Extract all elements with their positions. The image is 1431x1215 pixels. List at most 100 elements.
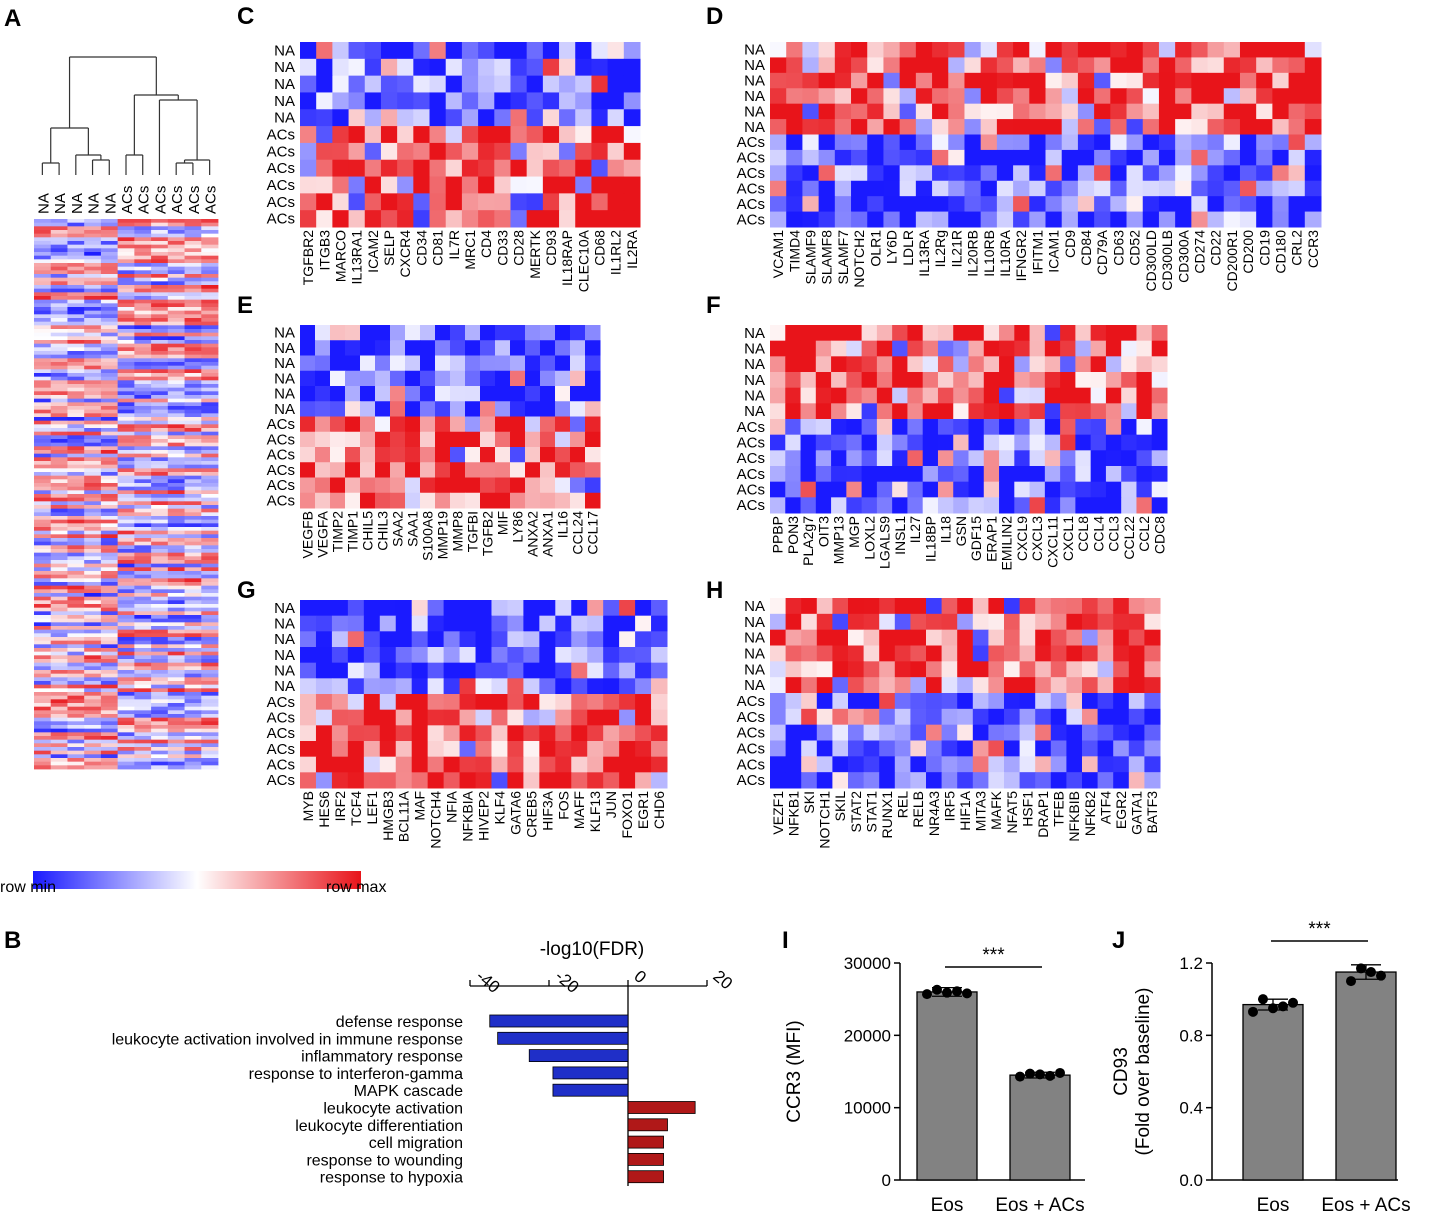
heatmap-cell [117,717,135,722]
heatmap-cell [411,709,429,726]
heatmap-cell [100,699,119,704]
heatmap-cell [953,372,969,389]
heatmap-cell [1090,356,1107,373]
heatmap-cell [134,582,152,587]
heatmap-cell [443,647,461,664]
heatmap-cell [201,347,219,352]
heatmap-cell [651,678,668,695]
heatmap-cell [348,210,366,228]
heatmap-cell [988,613,1005,631]
heatmap-cell [100,248,119,253]
heatmap-cell [167,721,185,726]
heatmap-cell [184,241,202,246]
heatmap-cell [948,57,965,74]
heatmap-cell [201,325,219,330]
heatmap-cell [151,593,169,598]
heatmap-cell [363,678,381,695]
heatmap-row-label: NA [274,647,295,664]
heatmap-cell [915,211,933,228]
heatmap-cell [800,387,817,404]
heatmap-row-label: NA [744,630,765,647]
heatmap-cell [907,372,924,389]
heatmap-cell [67,673,85,678]
heatmap-cell [915,149,933,166]
heatmap-cell [184,244,202,249]
heatmap-cell [67,563,85,568]
heatmap-cell [1066,772,1083,789]
heatmap-cell [84,648,102,653]
heatmap-cell [315,662,333,679]
heatmap-cell [510,325,526,341]
heatmap-row-label: NA [274,600,295,617]
heatmap-cell [134,538,152,543]
heatmap-cell [151,530,169,535]
heatmap-cell [167,263,185,268]
heatmap-cell [34,703,52,708]
heatmap-cell [67,512,85,517]
heatmap-cell [1304,134,1322,151]
heatmap-cell [201,677,219,682]
heatmap-cell [201,219,219,224]
heatmap-cell [167,402,185,407]
heatmap-row-label: ACs [267,757,295,774]
heatmap-cell [151,307,169,312]
heatmap-cell [507,756,524,773]
heatmap-cell [831,434,847,451]
heatmap-cell [420,370,436,387]
heatmap-cell [100,695,119,700]
heatmap-cell [34,648,52,653]
heatmap-cell [525,325,541,341]
heatmap-cell [67,384,85,389]
heatmap-cell [1075,434,1092,451]
panel-label-j: J [1112,927,1125,954]
heatmap-cell [84,494,102,499]
heatmap-cell [134,747,152,752]
heatmap-cell [1075,372,1092,389]
heatmap-cell [300,756,317,773]
heatmap-cell [184,285,202,290]
heatmap-cell [429,75,447,93]
heatmap-row-label: ACs [267,710,295,727]
heatmap-cell [201,673,219,678]
heatmap-cell [117,321,135,326]
heatmap-cell [184,706,202,711]
heatmap-cell [167,365,185,370]
heatmap-column-label: NFKBIB [1066,791,1082,842]
heatmap-cell [201,571,219,576]
heatmap-cell [300,662,317,679]
heatmap-cell [100,534,119,539]
heatmap-cell [635,647,652,664]
heatmap-column-label: CD9 [1062,230,1078,258]
heatmap-cell [117,527,135,532]
heatmap-cell [932,134,949,151]
heatmap-cell [201,248,219,253]
heatmap-cell [184,362,202,367]
heatmap-cell [1014,387,1031,404]
heatmap-cell [84,457,102,462]
heatmap-cell [910,598,927,615]
heatmap-cell [134,512,152,517]
heatmap-cell [100,486,119,491]
heatmap-cell [201,461,219,466]
heatmap-column-label: VEGFB [300,511,316,558]
heatmap-cell [67,226,85,231]
heatmap-cell [34,615,52,620]
heatmap-cell [1304,88,1322,105]
heatmap-cell [570,325,586,341]
heatmap-cell [1121,481,1137,498]
heatmap-cell [100,259,119,264]
heatmap-cell [555,401,571,417]
heatmap-cell [1105,403,1122,420]
heatmap-cell [201,714,219,719]
heatmap-cell [167,446,185,451]
heatmap-cell [34,233,52,238]
heatmap-cell [364,109,382,127]
heatmap-cell [413,126,431,144]
heatmap-cell [926,772,943,789]
heatmap-cell [1110,196,1128,213]
heatmap-cell [201,541,219,546]
heatmap-cell [300,678,317,695]
heatmap-cell [100,640,119,645]
heatmap-cell [1014,403,1031,420]
heatmap-cell [167,494,185,499]
